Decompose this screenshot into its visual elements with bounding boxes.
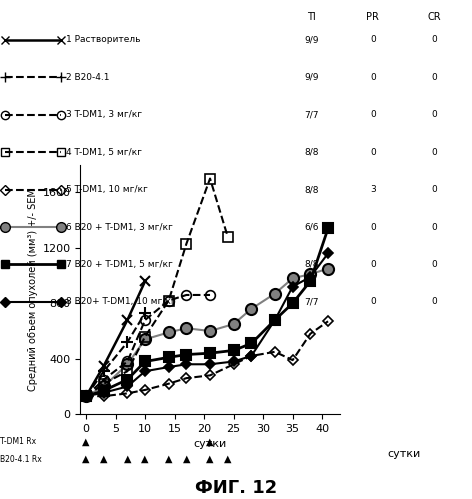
Text: 1 Растворитель: 1 Растворитель — [66, 35, 141, 44]
Text: 6 B20 + T-DM1, 3 мг/кг: 6 B20 + T-DM1, 3 мг/кг — [66, 223, 173, 232]
Text: ▲: ▲ — [124, 454, 131, 464]
Text: 4 T-DM1, 5 мг/кг: 4 T-DM1, 5 мг/кг — [66, 148, 142, 157]
Text: ▲: ▲ — [183, 454, 190, 464]
Text: 0: 0 — [370, 148, 376, 157]
Text: 6/6: 6/6 — [304, 223, 319, 232]
Text: 0: 0 — [431, 260, 437, 269]
Text: 0: 0 — [370, 110, 376, 119]
Text: CR: CR — [428, 12, 441, 22]
Text: 0: 0 — [431, 297, 437, 306]
Text: ▲: ▲ — [83, 437, 90, 447]
Text: 0: 0 — [370, 35, 376, 44]
Text: 0: 0 — [370, 260, 376, 269]
Text: ▲: ▲ — [142, 454, 149, 464]
Text: ▲: ▲ — [165, 454, 172, 464]
Text: 0: 0 — [370, 223, 376, 232]
Text: 5 T-DM1, 10 мг/кг: 5 T-DM1, 10 мг/кг — [66, 185, 148, 194]
Y-axis label: Средний объем опухолей (мм³) +/- SEM: Средний объем опухолей (мм³) +/- SEM — [28, 188, 38, 391]
Text: ▲: ▲ — [206, 454, 214, 464]
Text: 9/9: 9/9 — [304, 73, 319, 82]
Text: 0: 0 — [431, 73, 437, 82]
Text: ▲: ▲ — [206, 437, 214, 447]
Text: T-DM1 Rx: T-DM1 Rx — [0, 437, 36, 446]
Text: 8/8: 8/8 — [304, 148, 319, 157]
Text: 8 B20+ T-DM1, 10 мг/кг: 8 B20+ T-DM1, 10 мг/кг — [66, 297, 176, 306]
Text: TI: TI — [307, 12, 316, 22]
Text: 7/7: 7/7 — [304, 297, 319, 306]
Text: 3: 3 — [370, 185, 376, 194]
Text: 0: 0 — [431, 223, 437, 232]
Text: 7 B20 + T-DM1, 5 мг/кг: 7 B20 + T-DM1, 5 мг/кг — [66, 260, 173, 269]
Text: 0: 0 — [431, 148, 437, 157]
Text: сутки: сутки — [387, 449, 420, 459]
Text: PR: PR — [366, 12, 379, 22]
Text: 9/9: 9/9 — [304, 35, 319, 44]
Text: 0: 0 — [370, 73, 376, 82]
Text: 2 B20-4.1: 2 B20-4.1 — [66, 73, 110, 82]
Text: 0: 0 — [370, 297, 376, 306]
Text: ФИГ. 12: ФИГ. 12 — [195, 479, 277, 497]
Text: 0: 0 — [431, 110, 437, 119]
Text: 7/7: 7/7 — [304, 110, 319, 119]
Text: 8/8: 8/8 — [304, 185, 319, 194]
Text: ▲: ▲ — [83, 454, 90, 464]
Text: ▲: ▲ — [224, 454, 231, 464]
Text: 0: 0 — [431, 35, 437, 44]
Text: 3 T-DM1, 3 мг/кг: 3 T-DM1, 3 мг/кг — [66, 110, 142, 119]
X-axis label: сутки: сутки — [194, 440, 227, 450]
Text: ▲: ▲ — [100, 454, 108, 464]
Text: 0: 0 — [431, 185, 437, 194]
Text: B20-4.1 Rx: B20-4.1 Rx — [0, 455, 42, 464]
Text: 8/8: 8/8 — [304, 260, 319, 269]
